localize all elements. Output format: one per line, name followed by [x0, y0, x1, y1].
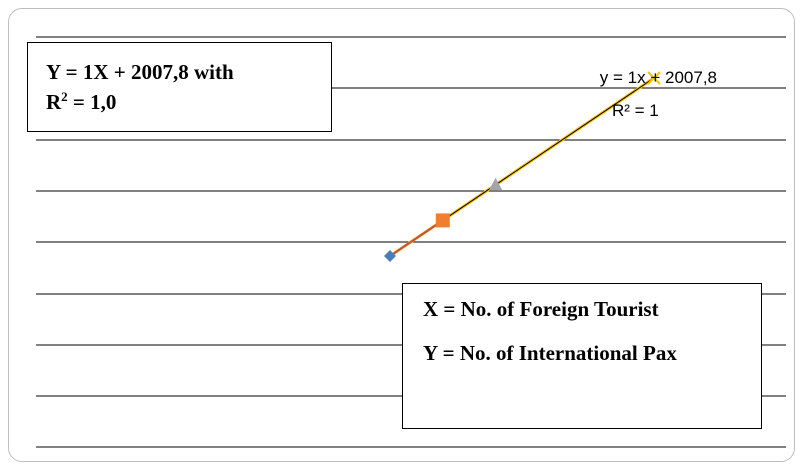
- markers: [384, 71, 661, 262]
- x-definition: X = No. of Foreign Tourist: [423, 297, 659, 321]
- trendlines: [389, 76, 655, 258]
- variable-legend-box: X = No. of Foreign Tourist Y = No. of In…: [402, 283, 762, 429]
- point-2-triangle: [488, 177, 503, 191]
- r2-superscript: 2: [61, 89, 68, 104]
- r2-prefix: R: [46, 90, 62, 114]
- point-1-square: [435, 213, 450, 228]
- equation-box: Y = 1X + 2007,8 with R2 = 1,0: [27, 42, 332, 132]
- y-definition: Y = No. of International Pax: [423, 341, 677, 365]
- equation-line: Y = 1X + 2007,8 with: [46, 60, 234, 84]
- trendline-red: [389, 219, 444, 257]
- trendline-equation-label: y = 1x + 2007,8: [600, 68, 717, 87]
- trendline-r2-label: R² = 1: [612, 101, 659, 120]
- point-3-x: [647, 71, 661, 85]
- r2-value: = 1,0: [67, 90, 117, 114]
- point-0-diamond: [384, 250, 396, 262]
